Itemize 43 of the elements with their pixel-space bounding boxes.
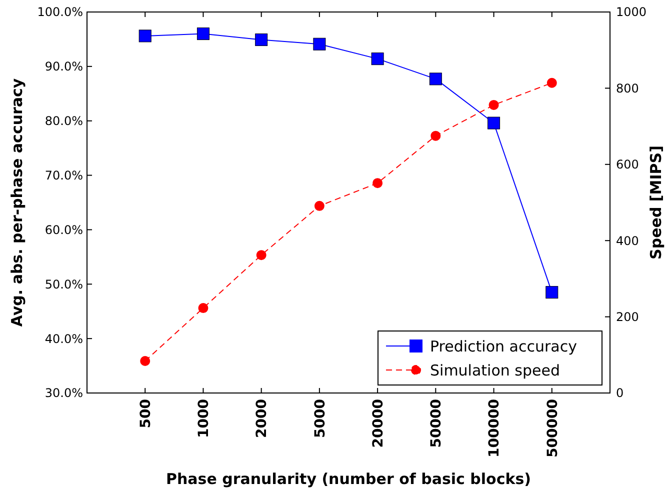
point <box>255 34 268 46</box>
x-tick-label: 500 <box>138 398 154 428</box>
y2-tick-label: 1000 <box>616 5 647 20</box>
legend-label: Simulation speed <box>430 361 560 380</box>
x-tick-label: 2000 <box>254 398 270 438</box>
y2-tick-label: 0 <box>616 386 624 400</box>
point <box>430 130 441 141</box>
point <box>429 72 442 86</box>
point <box>138 30 152 42</box>
point <box>256 250 266 260</box>
y2-tick-label: 400 <box>616 234 639 248</box>
x-tick-label: 100000 <box>486 398 503 458</box>
point <box>546 78 557 88</box>
x-tick-label: 1000 <box>196 398 212 438</box>
x-axis-title: Phase granularity (number of basic blocks) <box>166 470 532 488</box>
y2-tick-label: 800 <box>616 81 639 96</box>
point <box>371 52 384 66</box>
y-tick-label: 100.0% <box>37 5 83 20</box>
point <box>313 38 326 50</box>
y-tick-label: 90.0% <box>44 60 83 74</box>
point <box>488 100 499 110</box>
y-tick-label: 60.0% <box>44 222 83 237</box>
y-tick-label: 50.0% <box>44 277 83 292</box>
point <box>198 303 208 314</box>
y-tick-label: 40.0% <box>44 332 83 346</box>
y2-axis-title: Speed [MIPS] <box>647 146 665 260</box>
y-axis-title: Avg. abs. per-phase accuracy <box>8 78 26 327</box>
point <box>196 28 210 40</box>
point <box>488 116 500 130</box>
point <box>314 200 324 211</box>
y-tick-label: 30.0% <box>44 386 83 400</box>
point <box>372 178 383 188</box>
y2-tick-label: 600 <box>616 158 639 172</box>
legend-label: Prediction accuracy <box>430 337 578 356</box>
y-tick-label: 80.0% <box>44 114 83 128</box>
x-tick-label: 20000 <box>370 398 386 448</box>
x-tick-label: 5000 <box>312 398 328 438</box>
y-tick-label: 70.0% <box>44 168 83 182</box>
point <box>546 286 558 299</box>
x-tick-label: 500000 <box>544 398 561 458</box>
point <box>140 356 150 366</box>
y2-tick-label: 200 <box>616 310 639 324</box>
x-tick-label: 50000 <box>428 398 445 448</box>
